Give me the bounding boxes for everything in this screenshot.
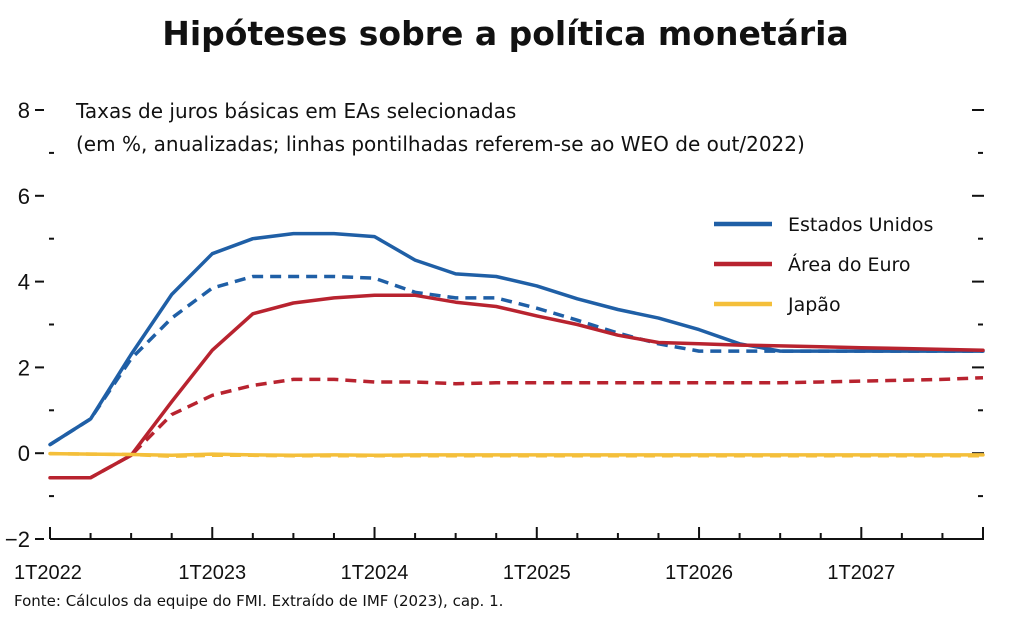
y-tick-label: 6: [18, 184, 30, 209]
legend-label: Japão: [787, 294, 841, 316]
x-tick-label: 1T2027: [827, 562, 895, 584]
series-lines: [48, 231, 985, 480]
series-line: [48, 231, 985, 447]
axes: −2 0 2 4 6 8 1T2022 1T2023 1T2024 1T2025 1T2026 1T2…: [5, 98, 984, 584]
x-tick-label: 1T2026: [665, 562, 733, 584]
series-line: [48, 451, 985, 458]
chart-subtitle-line-1: Taxas de juros básicas em EAs selecionad…: [75, 99, 516, 123]
x-tick-label: 1T2022: [14, 562, 82, 584]
series-line-dashed: [49, 274, 983, 447]
y-tick-label: 0: [18, 441, 30, 466]
x-tick-label: 1T2023: [178, 562, 246, 584]
y-tick-label: 2: [18, 355, 30, 380]
legend-label: Estados Unidos: [788, 214, 933, 236]
source-note: Fonte: Cálculos da equipe do FMI. Extraí…: [14, 592, 504, 610]
legend-label: Área do Euro: [788, 253, 911, 276]
chart-subtitle-line-2: (em %, anualizadas; linhas pontilhadas r…: [76, 132, 805, 156]
legend: Estados Unidos Área do Euro Japão: [714, 214, 933, 316]
y-tick-label: 8: [18, 98, 30, 123]
y-tick-label: −2: [5, 527, 30, 552]
x-tick-label: 1T2024: [341, 562, 409, 584]
chart-title: Hipóteses sobre a política monetária: [162, 14, 849, 53]
x-tick-label: 1T2025: [503, 562, 571, 584]
y-tick-label: 4: [18, 270, 30, 295]
series-line: [48, 293, 985, 480]
series-line-dashed: [50, 375, 984, 480]
